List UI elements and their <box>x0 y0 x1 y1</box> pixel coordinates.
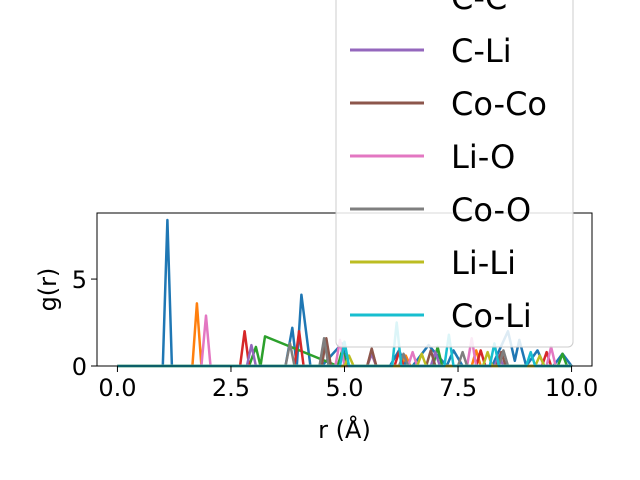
x-tick-label: 7.5 <box>439 374 477 402</box>
series-line-6 <box>117 314 572 368</box>
legend-label: Co-O <box>451 191 531 229</box>
legend-label: Co-Co <box>451 85 547 123</box>
legend-label: Co-Li <box>451 297 532 335</box>
x-tick-label: 5.0 <box>325 374 363 402</box>
y-tick-label: 0 <box>72 353 87 381</box>
x-axis-label: r (Å) <box>318 415 371 444</box>
y-axis-label: g(r) <box>34 268 62 312</box>
series-line-7 <box>117 336 572 368</box>
x-tick-label: 10.0 <box>545 374 598 402</box>
legend: C-C C-Li Co-Co Li-O Co-O Li-Li Co-Li <box>335 0 574 348</box>
legend-label: C-C <box>451 0 507 17</box>
legend-label: Li-O <box>451 138 515 176</box>
y-tick-label: 5 <box>72 266 87 294</box>
legend-box <box>335 0 574 348</box>
x-tick-label: 0.0 <box>98 374 136 402</box>
x-tick-label: 2.5 <box>212 374 250 402</box>
legend-label: C-Li <box>451 32 512 70</box>
y-axis-ticks: 05 <box>72 266 97 381</box>
x-axis-ticks: 0.0 2.5 5.0 7.5 10.0 <box>98 366 598 402</box>
legend-label: Li-Li <box>451 244 516 282</box>
